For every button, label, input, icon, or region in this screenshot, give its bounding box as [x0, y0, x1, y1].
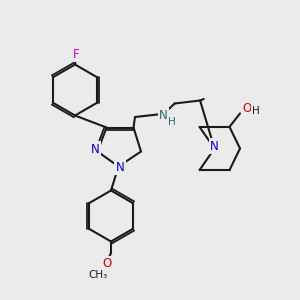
Text: N: N	[159, 109, 168, 122]
Text: H: H	[168, 117, 176, 128]
Text: O: O	[242, 101, 251, 115]
Text: F: F	[73, 47, 80, 61]
Text: O: O	[103, 257, 112, 270]
Text: N: N	[116, 160, 124, 174]
Text: CH₃: CH₃	[89, 269, 108, 280]
Text: N: N	[210, 140, 219, 153]
Text: H: H	[252, 106, 260, 116]
Text: N: N	[91, 142, 100, 156]
